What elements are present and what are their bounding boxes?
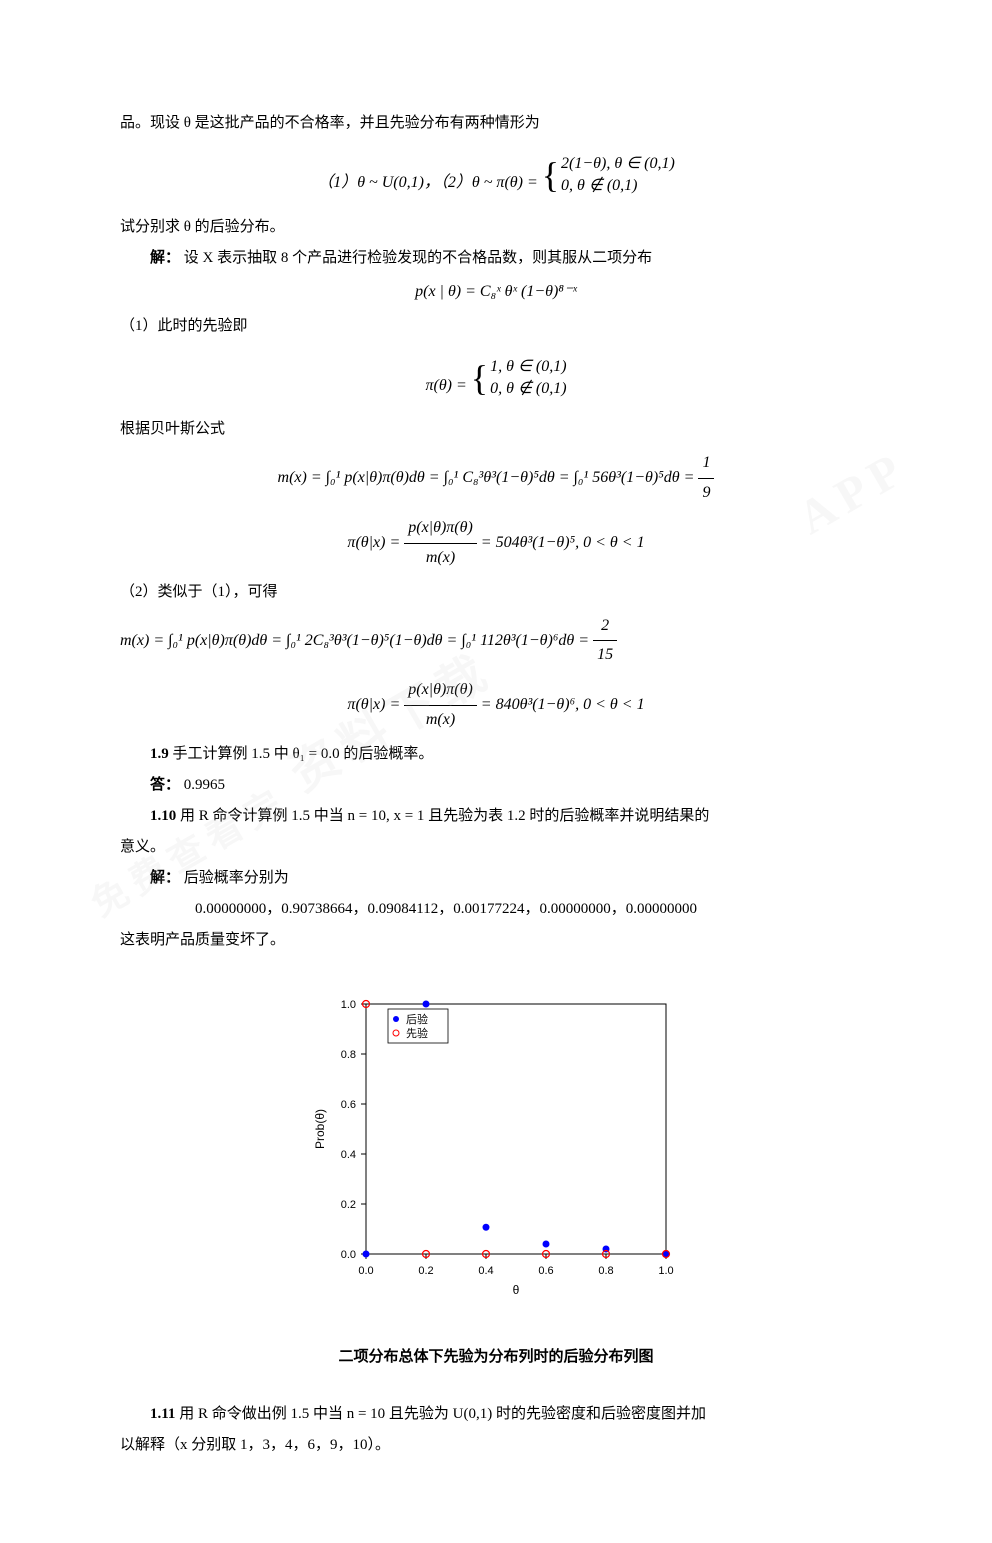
cases: 2(1−θ), θ ∈ (0,1) 0, θ ∉ (0,1) (561, 153, 675, 198)
numerator: 2 (593, 612, 617, 642)
brace-icon: { (542, 143, 559, 208)
formula-text: = 504θ³(1−θ)⁵, 0 < θ < 1 (481, 534, 645, 551)
probability-chart: 0.0 0.2 0.4 0.6 0.8 1.0 0.0 0.2 0.4 0.6 0.8 1.0 θ Pro… (306, 984, 686, 1304)
formula: m(x) = ∫₀¹ p(x|θ)π(θ)dθ = ∫₀¹ 2C₈³θ³(1−θ… (120, 612, 872, 671)
formula: m(x) = ∫₀¹ p(x|θ)π(θ)dθ = ∫₀¹ C₈³θ³(1−θ)… (120, 449, 872, 508)
chart-container: 0.0 0.2 0.4 0.6 0.8 1.0 0.0 0.2 0.4 0.6 0.8 1.0 θ Pro… (120, 984, 872, 1314)
body-text: 解： 设 X 表示抽取 8 个产品进行检验发现的不合格品数，则其服从二项分布 (120, 245, 872, 272)
problem: 1.11 用 R 命令做出例 1.5 中当 n = 10 且先验为 U(0,1)… (120, 1401, 872, 1428)
formula: π(θ) = { 1, θ ∈ (0,1) 0, θ ∉ (0,1) (120, 346, 872, 411)
svg-text:0.8: 0.8 (598, 1265, 613, 1277)
svg-text:0.0: 0.0 (358, 1265, 373, 1277)
svg-text:0.2: 0.2 (418, 1265, 433, 1277)
denominator: m(x) (404, 544, 477, 573)
problem-number: 1.9 (150, 746, 169, 762)
case-line: 0, θ ∉ (0,1) (561, 177, 637, 194)
formula-text: π(θ|x) = (347, 696, 404, 713)
piecewise: { 1, θ ∈ (0,1) 0, θ ∉ (0,1) (471, 346, 567, 411)
formula: π(θ|x) = p(x|θ)π(θ) m(x) = 504θ³(1−θ)⁵, … (120, 514, 872, 573)
numerator: 1 (698, 449, 714, 479)
numerator: p(x|θ)π(θ) (404, 514, 477, 544)
svg-text:0.6: 0.6 (538, 1265, 553, 1277)
denominator: m(x) (404, 706, 477, 735)
body-text: 根据贝叶斯公式 (120, 416, 872, 443)
formula-text: π(θ|x) = (347, 534, 404, 551)
problem-text: 用 R 命令做出例 1.5 中当 n = 10 且先验为 U(0,1) 时的先验… (179, 1406, 706, 1422)
fraction: p(x|θ)π(θ) m(x) (404, 514, 477, 573)
formula-text: π(θ) = (425, 377, 470, 394)
svg-text:0.0: 0.0 (341, 1249, 356, 1261)
svg-text:1.0: 1.0 (341, 999, 356, 1011)
problem-text: 手工计算例 1.5 中 θ₁ = 0.0 的后验概率。 (173, 746, 434, 762)
problem: 1.10 用 R 命令计算例 1.5 中当 n = 10, x = 1 且先验为… (120, 803, 872, 830)
case-line: 1, θ ∈ (0,1) (490, 358, 566, 375)
svg-text:1.0: 1.0 (658, 1265, 673, 1277)
formula-text: （1）θ ~ U(0,1)，（2）θ ~ π(θ) = (317, 174, 542, 191)
cases: 1, θ ∈ (0,1) 0, θ ∉ (0,1) (490, 356, 566, 401)
body-text: （2）类似于（1），可得 (120, 579, 872, 606)
svg-text:先验: 先验 (406, 1026, 428, 1040)
result-values: 0.00000000，0.90738664，0.09084112，0.00177… (120, 896, 872, 923)
numerator: p(x|θ)π(θ) (404, 676, 477, 706)
brace-icon: { (471, 346, 488, 411)
problem-number: 1.10 (150, 808, 176, 824)
fraction: 1 9 (698, 449, 714, 508)
denominator: 9 (698, 479, 714, 508)
svg-text:θ: θ (513, 1283, 520, 1297)
formula: （1）θ ~ U(0,1)，（2）θ ~ π(θ) = { 2(1−θ), θ … (120, 143, 872, 208)
body-text: 品。现设 θ 是这批产品的不合格率，并且先验分布有两种情形为 (120, 110, 872, 137)
svg-text:0.2: 0.2 (341, 1199, 356, 1211)
chart-caption: 二项分布总体下先验为分布列时的后验分布列图 (120, 1344, 872, 1371)
problem-number: 1.11 (150, 1406, 175, 1422)
svg-text:Prob(θ): Prob(θ) (313, 1109, 327, 1149)
formula-text: m(x) = ∫₀¹ p(x|θ)π(θ)dθ = ∫₀¹ C₈³θ³(1−θ)… (278, 469, 699, 486)
formula: p(x | θ) = C₈ˣ θˣ (1−θ)⁸⁻ˣ (120, 278, 872, 307)
solution-label: 解： (150, 250, 180, 266)
svg-text:0.8: 0.8 (341, 1049, 356, 1061)
solution-text: 后验概率分别为 (184, 870, 289, 886)
problem-continuation: 意义。 (120, 834, 872, 861)
solution: 解： 后验概率分别为 (120, 865, 872, 892)
problem-text: 用 R 命令计算例 1.5 中当 n = 10, x = 1 且先验为表 1.2… (180, 808, 709, 824)
svg-text:0.6: 0.6 (341, 1099, 356, 1111)
solution-text: 设 X 表示抽取 8 个产品进行检验发现的不合格品数，则其服从二项分布 (184, 250, 652, 266)
formula-text: m(x) = ∫₀¹ p(x|θ)π(θ)dθ = ∫₀¹ 2C₈³θ³(1−θ… (120, 632, 593, 649)
result-conclusion: 这表明产品质量变坏了。 (120, 927, 872, 954)
answer-text: 0.9965 (184, 777, 225, 793)
fraction: 2 15 (593, 612, 617, 671)
svg-text:0.4: 0.4 (478, 1265, 493, 1277)
svg-text:0.4: 0.4 (341, 1149, 356, 1161)
body-text: （1）此时的先验即 (120, 313, 872, 340)
svg-text:后验: 后验 (406, 1012, 428, 1026)
fraction: p(x|θ)π(θ) m(x) (404, 676, 477, 735)
answer-label: 答： (150, 777, 180, 793)
formula-text: = 840θ³(1−θ)⁶, 0 < θ < 1 (481, 696, 645, 713)
problem: 1.9 手工计算例 1.5 中 θ₁ = 0.0 的后验概率。 (120, 741, 872, 768)
case-line: 2(1−θ), θ ∈ (0,1) (561, 155, 675, 172)
piecewise: { 2(1−θ), θ ∈ (0,1) 0, θ ∉ (0,1) (542, 143, 675, 208)
formula: π(θ|x) = p(x|θ)π(θ) m(x) = 840θ³(1−θ)⁶, … (120, 676, 872, 735)
denominator: 15 (593, 641, 617, 670)
solution-label: 解： (150, 870, 180, 886)
answer: 答： 0.9965 (120, 772, 872, 799)
problem-continuation: 以解释（x 分别取 1，3，4，6，9，10）。 (120, 1432, 872, 1459)
case-line: 0, θ ∉ (0,1) (490, 380, 566, 397)
body-text: 试分别求 θ 的后验分布。 (120, 214, 872, 241)
